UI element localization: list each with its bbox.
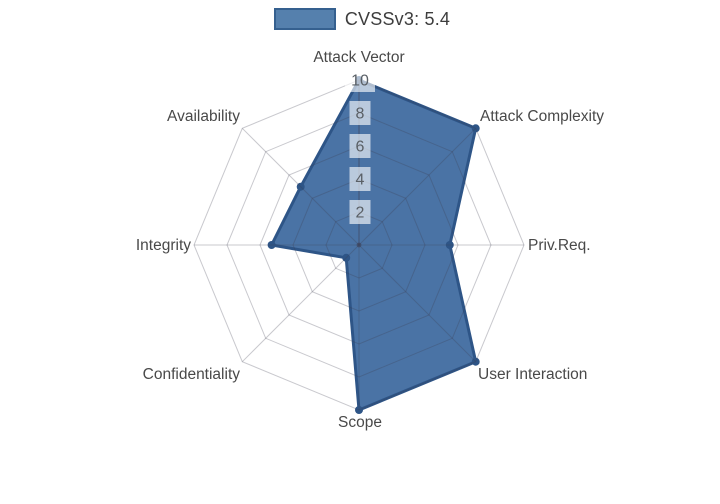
grid-spoke-3 [358,244,477,363]
axis-label-attack-complexity: Attack Complexity [480,108,604,125]
radial-tick-bg-8 [349,101,371,125]
center-dot [356,242,362,248]
radial-tick-bg-4 [349,167,371,191]
axis-label-availability: Availability [167,108,240,125]
series-point-availability[interactable] [296,182,305,191]
grid-ring-8 [226,112,492,378]
grid-ring-4 [292,178,426,312]
series-point-user-interaction[interactable] [471,357,480,366]
grid-ring-2 [325,211,393,279]
radial-tick-label-2: 2 [356,205,365,222]
legend-item-cvssv3[interactable]: CVSSv3: 5.4 [273,8,451,30]
legend: CVSSv3: 5.4 [0,8,720,30]
grid-ring-10 [193,79,525,411]
radial-tick-bg-10 [345,68,375,92]
radial-tick-label-8: 8 [356,106,365,123]
grid-spoke-5 [241,244,360,363]
radial-tick-label-4: 4 [356,172,365,189]
axis-label-priv-req-: Priv.Req. [528,237,591,254]
grid-spoke-1 [358,127,477,246]
legend-swatch [273,8,336,30]
radial-tick-label-10: 10 [351,73,369,90]
series-point-scope[interactable] [355,406,363,414]
series-point-attack-complexity[interactable] [471,124,480,133]
axis-label-user-interaction: User Interaction [478,366,587,383]
series-point-priv-req-[interactable] [445,241,454,249]
axis-label-scope: Scope [338,414,382,431]
grid-spoke-7 [241,127,360,246]
axis-label-attack-vector: Attack Vector [313,49,404,66]
axis-label-confidentiality: Confidentiality [143,366,241,383]
series-point-integrity[interactable] [267,241,276,249]
series-point-confidentiality[interactable] [342,253,351,262]
legend-label: CVSSv3: 5.4 [344,8,451,29]
axis-label-integrity: Integrity [136,237,191,254]
radial-tick-bg-2 [349,200,371,224]
grid-ring-6 [259,145,459,345]
radial-tick-bg-6 [349,134,371,158]
radial-tick-label-6: 6 [356,139,365,156]
